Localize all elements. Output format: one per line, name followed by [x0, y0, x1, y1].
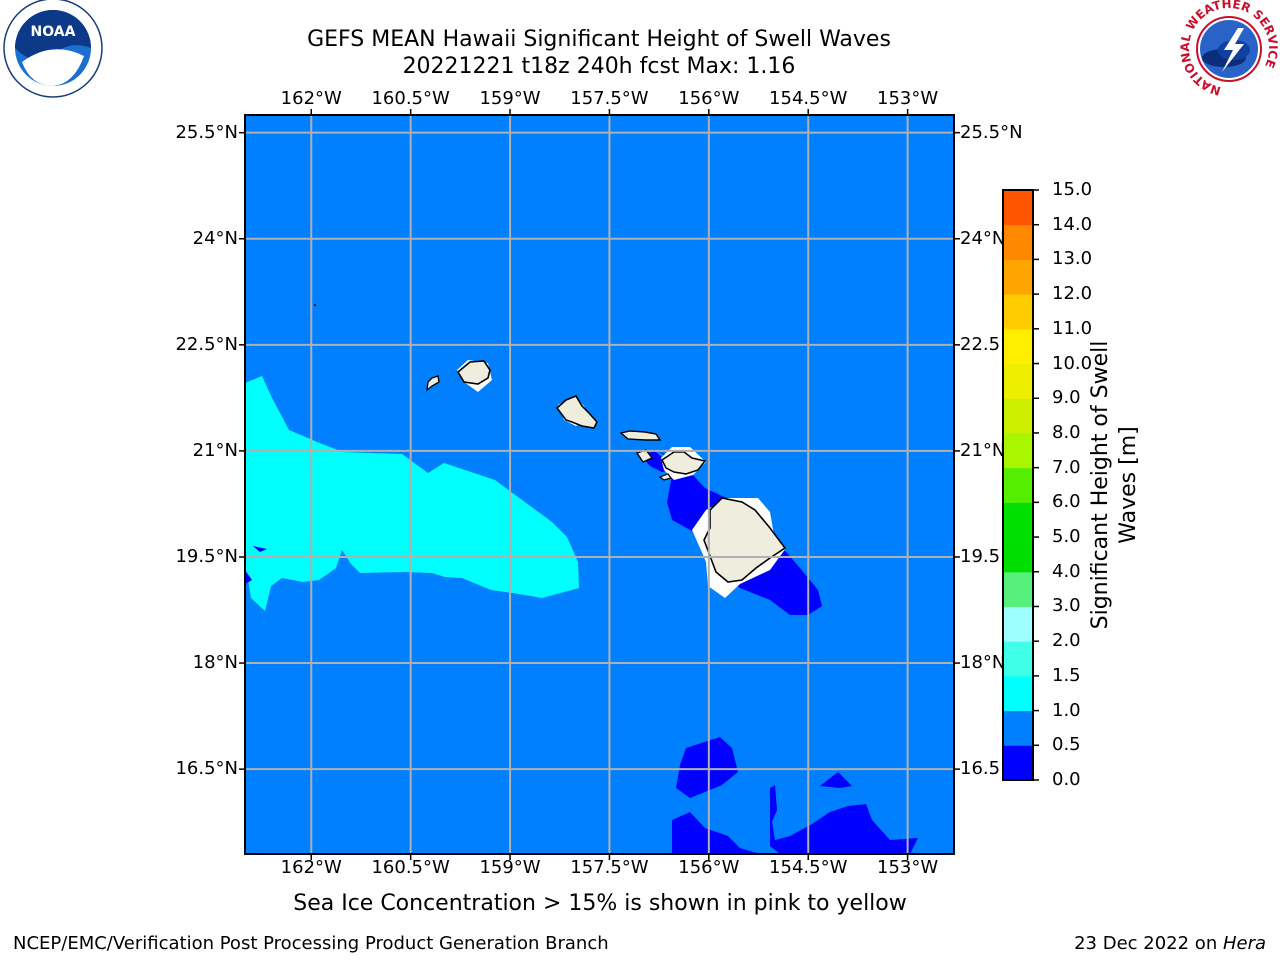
colorbar-segment [1003, 190, 1033, 226]
lat-label-right: 24°N [960, 227, 1006, 249]
noaa-logo-text: NOAA [31, 24, 76, 40]
map-graticule [245, 115, 954, 854]
lat-label-left: 24°N [192, 227, 238, 249]
lon-label: 156°W [678, 88, 740, 109]
footer-date: 23 Dec 2022 on Hera [1074, 933, 1266, 955]
swell-contour-0-0.5-south1 [676, 737, 738, 798]
sea-ice-note: Sea Ice Concentration > 15% is shown in … [293, 891, 907, 916]
colorbar-frame [1002, 189, 1034, 781]
lat-label-left: 19.5°N [175, 545, 238, 567]
lon-label: 154.5°W [769, 857, 848, 878]
footer-machine: Hera [1222, 933, 1266, 954]
lon-label: 160.5°W [371, 88, 450, 109]
colorbar-tick-label: 1.0 [1052, 699, 1081, 721]
island-niihau [426, 375, 440, 392]
colorbar-segment [1003, 675, 1033, 712]
colorbar [1002, 189, 1039, 781]
colorbar-tick-label: 11.0 [1052, 317, 1093, 339]
colorbar-tick-label: 1.5 [1052, 664, 1081, 686]
colorbar-segment [1003, 710, 1033, 746]
footer-branch: NCEP/EMC/Verification Post Processing Pr… [13, 933, 609, 954]
lat-label-left: 16.5°N [175, 758, 238, 780]
lon-label: 157.5°W [570, 88, 649, 109]
chart-title: GEFS MEAN Hawaii Significant Height of S… [307, 27, 891, 52]
colorbar-tick-label: 0.5 [1052, 734, 1081, 756]
lon-label: 160.5°W [371, 857, 450, 878]
island-maui [661, 451, 707, 475]
colorbar-tick-label: 6.0 [1052, 491, 1081, 513]
colorbar-tick-label: 15.0 [1052, 179, 1093, 200]
map-frame [244, 114, 955, 855]
lat-label-left: 22.5°N [175, 333, 238, 355]
nws-logo-icon: NATIONAL WEATHER SERVICE [1178, 0, 1280, 98]
swell-contour-0-0.5-west [253, 546, 267, 552]
colorbar-segment [1003, 259, 1033, 295]
colorbar-segment [1003, 224, 1033, 260]
island-kauai [456, 360, 491, 385]
island-hawaii [703, 497, 787, 583]
colorbar-segment [1003, 606, 1033, 642]
lat-label-left: 21°N [192, 439, 238, 461]
colorbar-segment [1003, 398, 1033, 434]
swell-contour-1.0-1.5 [245, 376, 579, 611]
colorbar-tick-label: 12.0 [1052, 283, 1093, 305]
lat-label-left: 25.5°N [175, 121, 238, 143]
colorbar-tick-label: 13.0 [1052, 248, 1093, 270]
lon-label: 162°W [280, 857, 342, 878]
swell-contour-0-0.5-westedge [245, 570, 252, 584]
colorbar-tick-label: 9.0 [1052, 387, 1081, 409]
colorbar-segment [1003, 571, 1033, 607]
colorbar-segment [1003, 502, 1033, 538]
colorbar-segment [1003, 467, 1033, 503]
lon-label: 156°W [678, 857, 740, 878]
lon-label: 153°W [877, 857, 939, 878]
colorbar-segment [1003, 641, 1033, 677]
lat-label-left: 18°N [192, 652, 238, 674]
lon-label: 153°W [877, 88, 939, 109]
colorbar-tick-label: 14.0 [1052, 213, 1093, 235]
colorbar-segment [1003, 294, 1033, 330]
lon-label: 159°W [479, 857, 541, 878]
colorbar-tick-label: 8.0 [1052, 421, 1081, 443]
colorbar-segment [1003, 363, 1033, 399]
lon-label: 157.5°W [570, 857, 649, 878]
colorbar-tick-label: 2.0 [1052, 630, 1081, 652]
lon-label: 159°W [479, 88, 541, 109]
noaa-logo-icon: NOAA [3, 0, 103, 98]
swell-contour-0-0.5-south2 [820, 772, 852, 788]
lat-label-right: 18°N [960, 652, 1006, 674]
island-molokai [619, 430, 662, 441]
lat-label-right: 25.5°N [960, 121, 1023, 143]
lon-label: 162°W [280, 88, 342, 109]
swell-contour-0-0.5-south4 [770, 785, 918, 854]
colorbar-tick-label: 3.0 [1052, 595, 1081, 617]
colorbar-segment [1003, 537, 1033, 573]
colorbar-segment [1003, 432, 1033, 469]
lon-label: 154.5°W [769, 88, 848, 109]
colorbar-tick-label: 0.0 [1052, 769, 1081, 790]
colorbar-tick-label: 10.0 [1052, 352, 1093, 374]
island-oahu [555, 395, 598, 429]
colorbar-tick-label: 5.0 [1052, 526, 1081, 548]
swell-contour-0-0.5-south3 [672, 812, 760, 854]
colorbar-label: Significant Height of Swell Waves [m] [1088, 340, 1141, 630]
footer-date-text: 23 Dec 2022 on [1074, 933, 1223, 954]
colorbar-segment [1003, 328, 1033, 365]
lat-label-right: 21°N [960, 439, 1006, 461]
colorbar-segment [1003, 745, 1033, 781]
colorbar-tick-label: 7.0 [1052, 456, 1081, 478]
island-kahoolawe [658, 473, 673, 481]
colorbar-tick-label: 4.0 [1052, 560, 1081, 582]
chart-subtitle: 20221221 t18z 240h fcst Max: 1.16 [402, 54, 796, 79]
